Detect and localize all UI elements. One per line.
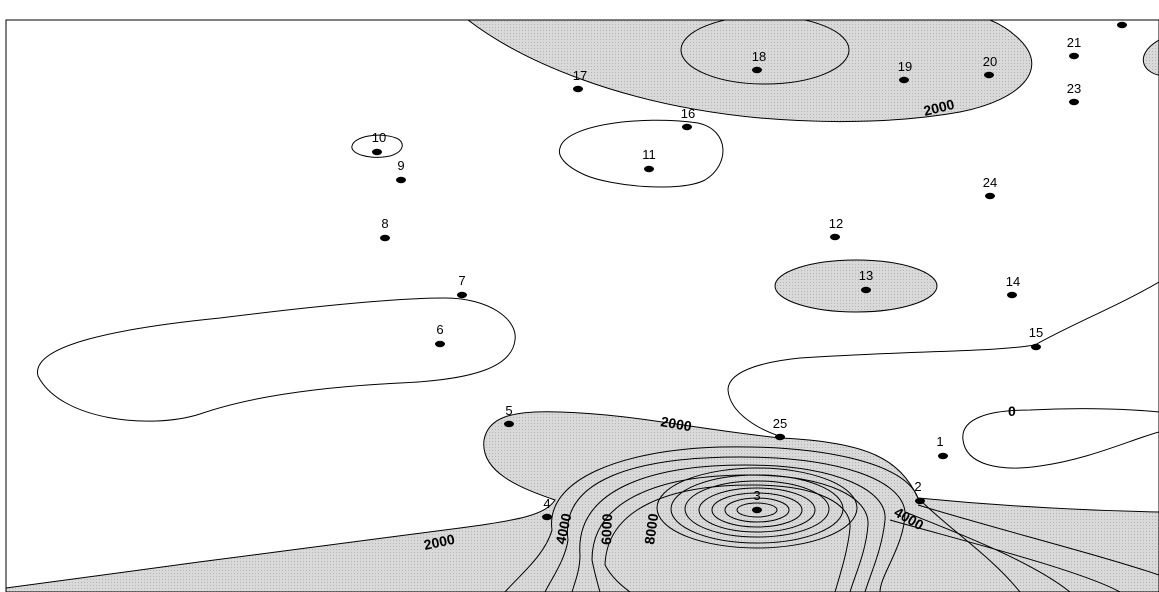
- point-label-15: 15: [1029, 325, 1043, 340]
- point-label-10: 10: [372, 130, 386, 145]
- contour-13: [774, 259, 938, 313]
- point-label-4: 4: [543, 496, 550, 511]
- point-marker-12: [830, 233, 840, 241]
- contour-label: 2000: [659, 413, 693, 434]
- point-label-3: 3: [753, 488, 760, 503]
- point-label-1: 1: [936, 434, 943, 449]
- point-marker-14: [1007, 291, 1017, 299]
- point-marker-15: [1031, 343, 1041, 351]
- point-label-11: 11: [642, 147, 656, 162]
- point-label-8: 8: [381, 216, 388, 231]
- contour-10: [351, 134, 403, 158]
- point-marker-2: [915, 497, 925, 505]
- point-marker-9: [396, 176, 406, 184]
- top-right-high-zone: [1142, 39, 1159, 76]
- point-marker-13: [861, 286, 871, 294]
- point-label-18: 18: [752, 49, 766, 64]
- point-label-13: 13: [859, 268, 873, 283]
- point-marker-7: [457, 291, 467, 299]
- point-label-16: 16: [681, 106, 695, 121]
- point-marker-3: [752, 506, 762, 514]
- point-marker-24: [985, 192, 995, 200]
- point-label-19: 19: [898, 59, 912, 74]
- contour-6: [37, 297, 516, 422]
- point-label-6: 6: [436, 322, 443, 337]
- contour-label: 8000: [641, 512, 661, 545]
- map-frame: [5, 19, 1159, 592]
- bottom-high-zone: [6, 411, 1159, 592]
- point-marker-5: [504, 420, 514, 428]
- point-marker-1: [938, 452, 948, 460]
- point-label-14: 14: [1006, 274, 1020, 289]
- contour-label: 2000: [422, 531, 456, 553]
- point-label-24: 24: [983, 175, 997, 190]
- contour-label: 4000: [552, 512, 574, 546]
- point-marker-8: [380, 234, 390, 242]
- point-label-20: 20: [983, 54, 997, 69]
- contour-zero: [962, 408, 1159, 469]
- point-22-label-bg: [1100, 4, 1140, 18]
- contour-11: [558, 119, 724, 188]
- point-label-2: 2: [914, 479, 921, 494]
- point-marker-18: [752, 66, 762, 74]
- point-marker-21: [1069, 52, 1079, 60]
- point-label-5: 5: [505, 403, 512, 418]
- data-points: 1234567891011121314151617181920212223242…: [372, 4, 1127, 521]
- point-marker-17: [573, 85, 583, 93]
- point-label-12: 12: [829, 216, 843, 231]
- point-label-7: 7: [458, 273, 465, 288]
- point-marker-25: [775, 433, 785, 441]
- contour-label: 0: [1008, 403, 1016, 419]
- point-marker-10: [372, 148, 382, 156]
- point-marker-19: [899, 76, 909, 84]
- point-marker-6: [435, 340, 445, 348]
- point-marker-4: [542, 513, 552, 521]
- point-marker-23: [1069, 98, 1079, 106]
- contour-18: [680, 20, 850, 85]
- contour-label: 6000: [598, 513, 615, 545]
- point-label-9: 9: [397, 158, 404, 173]
- contour-label: 2000: [922, 96, 956, 119]
- point-marker-16: [682, 123, 692, 131]
- point-label-23: 23: [1067, 81, 1081, 96]
- point-marker-11: [644, 165, 654, 173]
- point-label-25: 25: [773, 416, 787, 431]
- contour-line-15-25: [727, 281, 1159, 438]
- point-label-21: 21: [1067, 35, 1081, 50]
- point-label-17: 17: [573, 68, 587, 83]
- point-marker-20: [984, 71, 994, 79]
- point-marker-22: [1117, 21, 1127, 29]
